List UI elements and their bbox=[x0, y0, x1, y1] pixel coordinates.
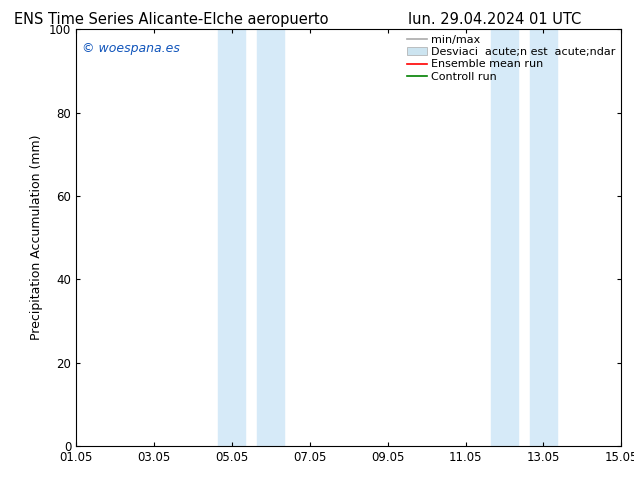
Bar bbox=[218, 29, 245, 446]
Text: lun. 29.04.2024 01 UTC: lun. 29.04.2024 01 UTC bbox=[408, 12, 581, 27]
Text: ENS Time Series Alicante-Elche aeropuerto: ENS Time Series Alicante-Elche aeropuert… bbox=[14, 12, 328, 27]
Bar bbox=[530, 29, 557, 446]
Legend: min/max, Desviaci  acute;n est  acute;ndar, Ensemble mean run, Controll run: min/max, Desviaci acute;n est acute;ndar… bbox=[407, 35, 616, 82]
Y-axis label: Precipitation Accumulation (mm): Precipitation Accumulation (mm) bbox=[30, 135, 43, 341]
Text: © woespana.es: © woespana.es bbox=[82, 42, 179, 55]
Bar bbox=[257, 29, 285, 446]
Bar bbox=[491, 29, 518, 446]
